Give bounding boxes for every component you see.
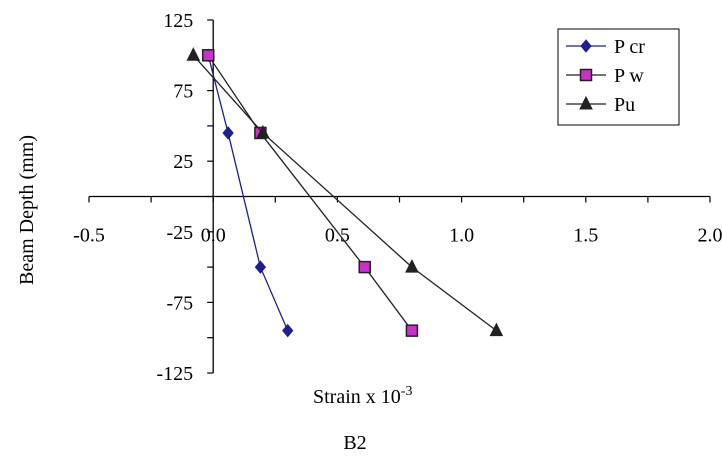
series-line-pu [192,54,497,332]
legend-label: P cr [614,36,645,58]
series-p-w [201,49,419,337]
y-tick-label: 75 [173,81,193,103]
x-tick-label: 1.0 [449,225,474,247]
chart-title: B2 [343,432,366,454]
legend-item-p-w: P w [566,65,644,87]
legend-box [557,28,680,126]
legend: P cr P w Pu [557,28,680,126]
legend-label: Pu [614,94,635,116]
series-line-p-cr [207,55,289,331]
axes [88,19,711,374]
x-tick-label: 2.0 [698,225,722,247]
data-point-pu [256,124,270,139]
y-axis-label: Beam Depth (mm) [16,135,38,285]
y-tick-label: -75 [167,292,194,314]
data-point-pu [489,322,504,337]
data-point-p-cr [222,126,234,140]
y-tick-label: 25 [173,151,193,173]
legend-item-pu: Pu [566,94,635,116]
legend-item-p-cr: P cr [566,36,645,58]
tick-labels: -0.5 0.0 0.5 1.0 1.5 2.0 125 75 25 -25 -75 -125 [73,10,722,385]
series-pu [186,47,504,337]
x-tick-label: 1.5 [573,225,598,247]
x-axis-label: Strain x 10-3 [313,384,412,408]
x-tick-label: 0.5 [325,225,350,247]
x-tick-label: 0.0 [201,225,226,247]
legend-label: P w [614,65,644,87]
legend-marker [579,95,593,110]
data-point-p-cr [282,323,294,338]
data-point-p-w [201,49,215,62]
series-layer [186,47,504,338]
y-tick-label: -25 [167,222,194,244]
y-tick-label: -125 [157,363,194,385]
series-line-p-w [207,54,413,332]
data-point-p-cr [254,260,267,274]
data-point-p-w [405,324,419,337]
legend-marker [579,68,593,82]
x-tick-label: -0.5 [73,225,105,247]
data-point-p-w [358,260,371,274]
y-tick-label: 125 [163,10,193,32]
data-point-pu [186,47,201,61]
data-point-pu [405,258,419,273]
legend-marker [580,39,592,53]
series-p-cr [202,48,294,338]
